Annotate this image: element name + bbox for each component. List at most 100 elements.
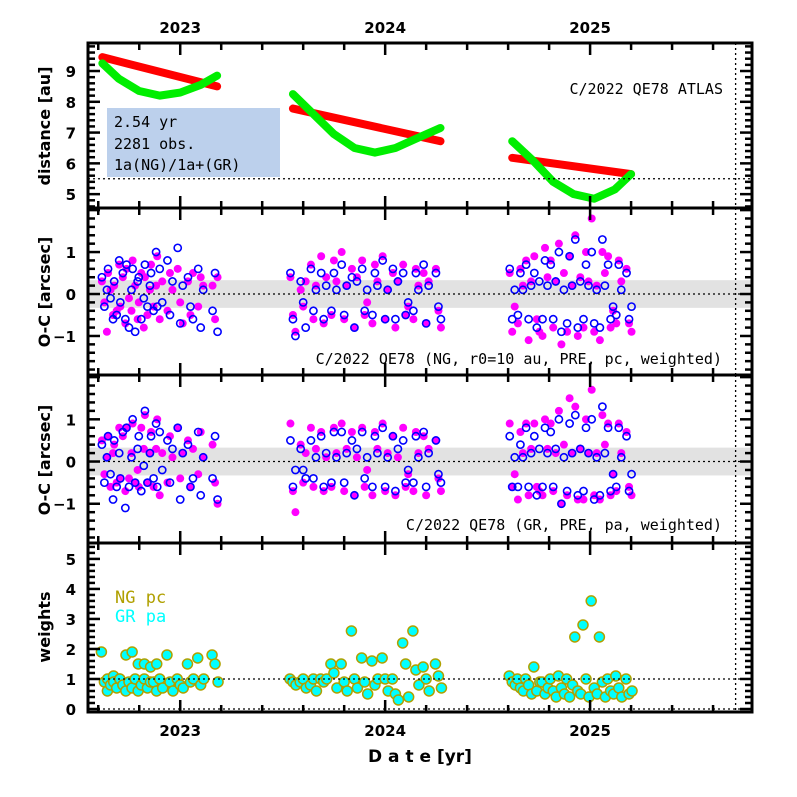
weight-point (392, 694, 405, 706)
residual-point-open (193, 427, 203, 437)
residual-point-open (567, 448, 577, 458)
residual-point-open (624, 314, 634, 324)
weight-point (528, 661, 540, 673)
residual-point-filled (383, 285, 392, 294)
residual-point-filled (124, 474, 133, 483)
residual-point-open (546, 427, 556, 437)
residual-point-open (614, 423, 624, 433)
residual-point-open (196, 490, 206, 500)
legend-ng-pc: NG pc (115, 588, 166, 608)
weight-point (569, 631, 581, 643)
residual-point-open (600, 448, 610, 458)
bottom-x-tick-label: 2024 (364, 722, 406, 740)
residual-point-filled (568, 449, 577, 458)
residual-point-open (557, 499, 566, 509)
residual-point-filled (140, 273, 149, 282)
weight-point (335, 658, 347, 670)
residual-point-open (562, 318, 572, 328)
residual-point-filled (168, 285, 177, 294)
residual-point-open (526, 281, 536, 291)
residual-point-filled (143, 478, 152, 487)
residual-point-open (301, 323, 311, 332)
weight-point (361, 688, 374, 700)
residual-point-open (507, 314, 517, 324)
residual-point-open (543, 281, 552, 291)
residual-point-open (554, 247, 564, 257)
residual-point-open (155, 427, 165, 437)
residual-point-open (383, 285, 393, 295)
residual-point-open (316, 268, 326, 278)
residual-point-filled (100, 470, 109, 479)
residual-point-open (103, 264, 113, 274)
residual-point-open (627, 469, 636, 479)
residual-point-filled (301, 449, 310, 458)
axes-layer: 5 6 7 8 9 −1 0 1 −1 0 1 0 1 2 3 4 5 2023 2024 2025 2023 2024 2… (53, 19, 754, 740)
residual-point-open (319, 314, 329, 324)
y-tick-label: 3 (66, 611, 76, 629)
y-tick-label: 0 (66, 286, 76, 304)
residual-point-filled (176, 474, 185, 483)
residual-point-open (146, 268, 156, 278)
residual-point-filled (554, 239, 563, 248)
residual-point-filled (186, 310, 195, 319)
residual-point-open (532, 323, 542, 332)
residual-point-filled (541, 415, 550, 424)
residual-point-open (565, 419, 575, 428)
residual-point-open (378, 423, 388, 433)
residual-point-filled (309, 315, 318, 324)
weight-point (320, 673, 333, 685)
legend-gr-pa: GR pa (115, 607, 166, 627)
residual-point-open (622, 431, 631, 441)
panel-title-ng: C/2022 QE78 (NG, r0=10 au, PRE, pc, weig… (316, 350, 722, 368)
residual-point-filled (399, 423, 408, 432)
residual-point-open (128, 414, 138, 424)
residual-point-filled (368, 319, 377, 328)
residual-point-filled (147, 260, 156, 269)
residual-point-filled (127, 306, 136, 315)
residual-point-filled (176, 298, 185, 307)
residual-point-open (565, 251, 575, 261)
residual-point-open (513, 310, 523, 320)
residual-point-open (112, 310, 122, 320)
residual-point-filled (436, 323, 445, 332)
residual-point-filled (163, 306, 172, 315)
residual-point-open (373, 281, 382, 291)
y-label-distance: distance [au] (35, 66, 54, 185)
residual-point-open (534, 277, 544, 286)
residual-point-open (393, 277, 403, 286)
residual-point-filled (322, 273, 331, 282)
residual-point-open (534, 444, 544, 454)
residual-point-filled (104, 432, 113, 441)
residual-point-filled (513, 495, 522, 504)
residual-point-open (165, 478, 175, 488)
residual-point-filled (329, 256, 338, 265)
residual-point-open (309, 474, 318, 483)
residual-point-open (347, 436, 357, 445)
residual-point-filled (571, 402, 580, 411)
y-tick-label: −1 (53, 328, 76, 346)
residual-point-open (436, 478, 446, 488)
residual-point-filled (122, 423, 131, 432)
residual-point-open (362, 452, 372, 462)
residual-point-open (403, 465, 413, 475)
weight-point (417, 661, 429, 673)
residual-point-filled (399, 260, 408, 269)
residual-point-open (210, 431, 220, 441)
residual-point-open (622, 268, 631, 278)
residual-point-open (360, 474, 370, 483)
x-axis-label: D a t e [yr] (368, 747, 472, 767)
residual-point-open (391, 486, 400, 496)
residual-point-filled (422, 491, 431, 500)
residual-point-filled (419, 269, 428, 278)
residual-point-filled (139, 444, 148, 453)
residual-point-open (524, 314, 534, 324)
residual-point-open (140, 260, 150, 270)
residual-point-open (575, 277, 585, 286)
residual-point-filled (208, 440, 217, 449)
residual-point-filled (617, 277, 626, 286)
residual-point-filled (431, 436, 440, 445)
weight-point (420, 673, 432, 685)
residual-point-filled (299, 478, 308, 487)
residual-point-filled (391, 323, 400, 332)
residual-point-open (99, 478, 109, 488)
